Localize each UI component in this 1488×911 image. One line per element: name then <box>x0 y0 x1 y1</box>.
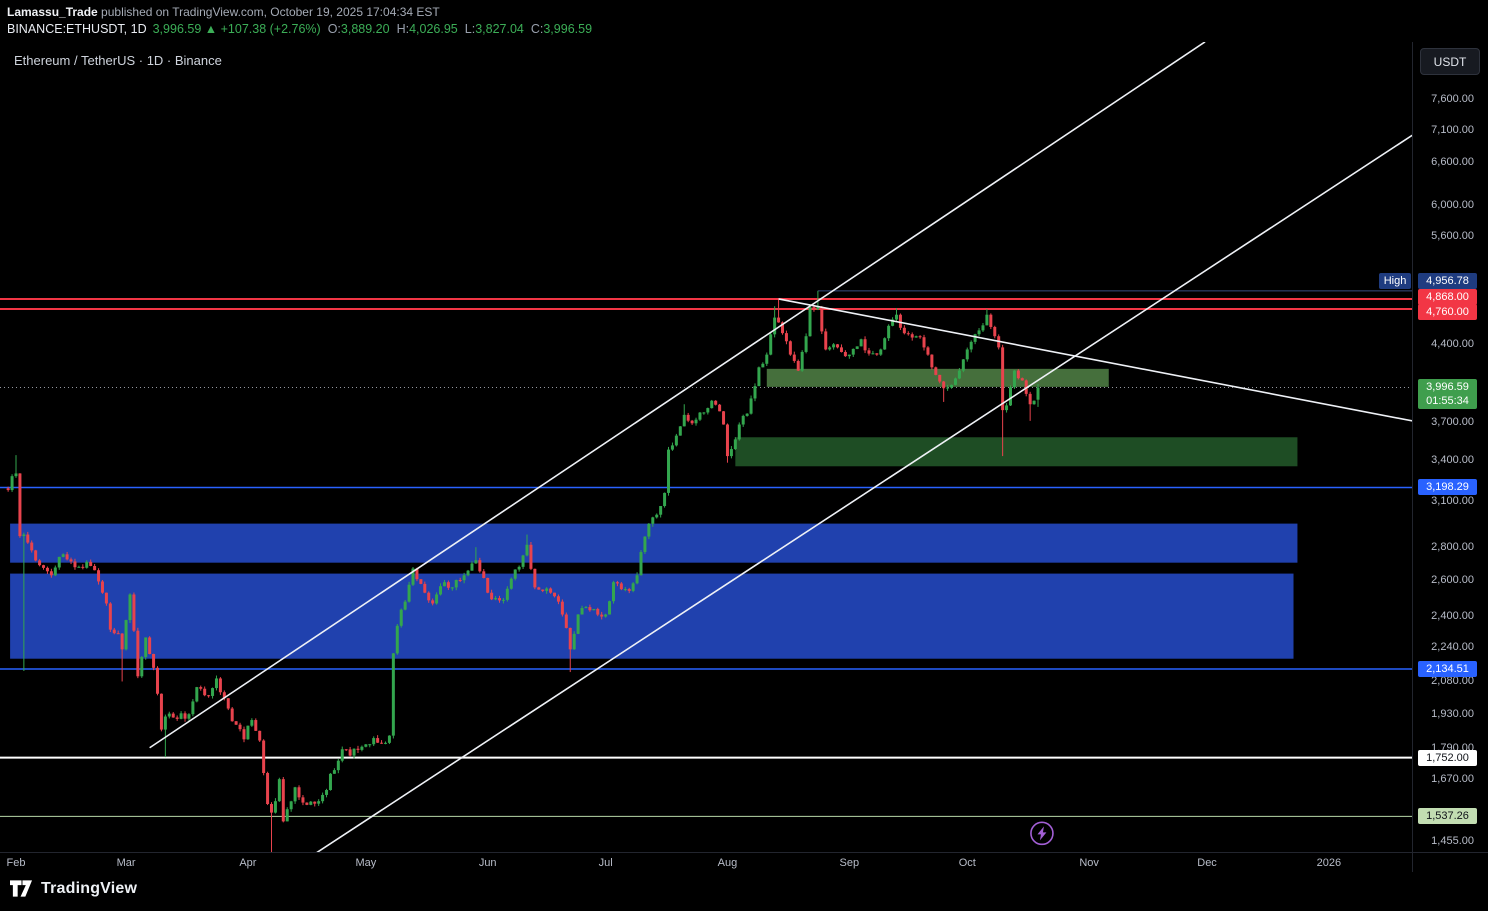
price-chart-canvas[interactable] <box>0 42 1412 852</box>
price-tick: 4,400.00 <box>1431 338 1474 351</box>
demand-zone-blue-lower[interactable] <box>10 573 1294 659</box>
publisher-name: Lamassu_Trade <box>7 5 98 19</box>
supply-zone-green-upper[interactable] <box>766 368 1109 387</box>
support-label-1537: 1,537.26 <box>1418 808 1477 825</box>
flash-marker[interactable] <box>1030 821 1054 846</box>
low-label: L: <box>464 22 476 36</box>
chart-title: Ethereum / TetherUS · 1D · Binance <box>14 53 222 68</box>
countdown-timer: 01:55:34 <box>1426 395 1469 408</box>
time-axis-label: Jul <box>598 857 613 869</box>
descending-trendline[interactable] <box>778 298 1412 422</box>
price-tick: 1,455.00 <box>1431 835 1474 847</box>
publish-info-text: published on TradingView.com, October 19… <box>97 5 440 19</box>
close-value: 3,996.59 <box>543 22 593 36</box>
price-tick: 7,100.00 <box>1431 123 1474 136</box>
time-axis-label: Oct <box>958 857 976 869</box>
price-tick: 3,700.00 <box>1431 416 1474 429</box>
resistance-label-4760: 4,760.00 <box>1418 304 1477 320</box>
price-tick: 6,600.00 <box>1431 156 1474 169</box>
open-value: 3,889.20 <box>340 22 390 36</box>
time-axis-label: Mar <box>116 857 136 869</box>
ascending-channel-upper[interactable] <box>149 42 1206 749</box>
time-axis-label: May <box>355 857 377 869</box>
time-axis-label: Aug <box>717 857 738 869</box>
price-tick: 2,080.00 <box>1431 674 1474 687</box>
time-axis-label: Dec <box>1197 857 1217 869</box>
candlesticks <box>6 290 1040 852</box>
high-price-label: 4,956.78 <box>1418 272 1477 289</box>
price-tick: 1,930.00 <box>1431 708 1474 721</box>
ascending-channel-lower[interactable] <box>308 134 1412 852</box>
price-tick: 6,000.00 <box>1431 199 1474 212</box>
last-price: 3,996.59 <box>152 22 202 36</box>
price-tick: 2,600.00 <box>1431 574 1474 587</box>
footer-bar: TradingView <box>0 872 1488 911</box>
symbol-name: BINANCE:ETHUSDT, 1D <box>7 22 147 36</box>
tradingview-logo[interactable]: TradingView <box>10 879 137 898</box>
high-label-tag: High <box>1379 272 1411 289</box>
price-tick: 7,600.00 <box>1431 93 1474 105</box>
time-axis-label: Nov <box>1079 857 1099 869</box>
resistance-label-4868: 4,868.00 <box>1418 288 1477 305</box>
time-axis-label: 2026 <box>1316 857 1342 869</box>
price-tick: 3,400.00 <box>1431 454 1474 467</box>
chart-plot-area[interactable]: Ethereum / TetherUS · 1D · Binance High <box>0 42 1412 852</box>
demand-zone-blue-upper[interactable] <box>10 523 1298 563</box>
support-label-3198: 3,198.29 <box>1418 479 1477 496</box>
open-label: O: <box>327 22 341 36</box>
current-price-value: 3,996.59 <box>1426 381 1469 394</box>
publish-info-line: Lamassu_Trade published on TradingView.c… <box>7 5 440 19</box>
time-axis[interactable]: Feb Mar Apr May Jun Jul Aug Sep Oct Nov Dec 2026 <box>0 852 1412 873</box>
price-tick: 2,240.00 <box>1431 641 1474 654</box>
axis-corner <box>1412 852 1488 873</box>
price-tick: 1,670.00 <box>1431 773 1474 786</box>
currency-toggle-button[interactable]: USDT <box>1420 48 1480 75</box>
symbol-ohlc-line: BINANCE:ETHUSDT, 1D 3,996.59 ▲ +107.38 (+… <box>7 22 592 36</box>
time-axis-label: Feb <box>6 857 26 869</box>
price-tick: 2,400.00 <box>1431 610 1474 623</box>
price-tick: 2,800.00 <box>1431 541 1474 554</box>
tradingview-logo-text: TradingView <box>41 879 138 897</box>
tradingview-logo-icon <box>10 880 33 897</box>
current-price-label: 3,996.59 01:55:34 <box>1418 379 1477 410</box>
time-axis-label: Jun <box>478 857 497 869</box>
price-tick: 5,600.00 <box>1431 230 1474 243</box>
change-arrow-icon: ▲ <box>204 22 218 36</box>
time-axis-label: Apr <box>239 857 257 869</box>
price-tick: 3,100.00 <box>1431 495 1474 508</box>
high-label: H: <box>396 22 410 36</box>
support-label-2134: 2,134.51 <box>1418 660 1477 677</box>
support-label-1752: 1,752.00 <box>1418 749 1477 766</box>
low-value: 3,827.04 <box>475 22 524 36</box>
price-change: +107.38 (+2.76%) <box>220 22 321 36</box>
demand-zone-green-lower[interactable] <box>735 437 1298 467</box>
high-value: 4,026.95 <box>409 22 458 36</box>
close-label: C: <box>530 22 544 36</box>
time-axis-label: Sep <box>839 857 860 869</box>
price-axis[interactable]: USDT 7,600.00 7,100.00 6,600.00 6,000.00 5,6… <box>1412 42 1488 852</box>
